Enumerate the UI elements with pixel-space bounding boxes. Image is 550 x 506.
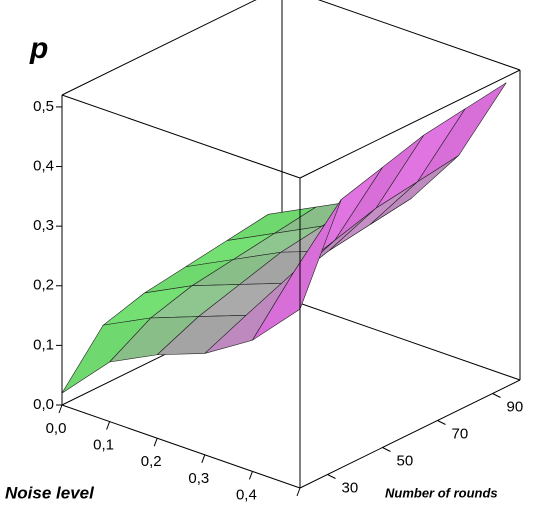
x-tick-label: 0,3: [188, 470, 209, 487]
x-tick: [296, 487, 301, 497]
z-tick-label: 0,5: [33, 98, 54, 115]
box-edge: [61, 404, 301, 489]
x-tick: [153, 438, 158, 447]
x-tick-label: 0,2: [141, 453, 162, 470]
y-tick-label: 30: [342, 479, 359, 496]
y-tick: [437, 420, 446, 425]
box-edge: [281, 296, 521, 381]
box-edge: [299, 69, 521, 179]
x-tick-label: 0,4: [236, 486, 257, 503]
x-tick: [58, 404, 63, 414]
z-tick-label: 0,3: [33, 217, 54, 234]
x-tick-label: 0,1: [93, 437, 114, 454]
surface-cell: [252, 199, 342, 341]
z-tick-label: 0,1: [33, 336, 54, 353]
y-tick-label: 90: [507, 398, 524, 415]
box-edge: [61, 94, 301, 179]
z-tick-label: 0,4: [33, 158, 54, 175]
box-edge: [61, 0, 257, 96]
y-axis-title: Number of rounds: [385, 485, 498, 500]
y-tick: [492, 393, 501, 398]
box-edge: [317, 0, 521, 71]
x-tick-label: 0,5: [284, 503, 305, 506]
x-tick-label: 0,0: [46, 420, 67, 437]
x-tick: [248, 471, 253, 480]
x-tick: [201, 454, 206, 463]
x-axis-title: Noise level: [5, 483, 95, 502]
y-tick-label: 50: [397, 452, 414, 469]
y-tick-label: 70: [452, 425, 469, 442]
y-tick: [382, 447, 391, 452]
z-tick-label: 0,2: [33, 277, 54, 294]
z-tick-label: 0,0: [33, 396, 54, 413]
y-tick: [327, 474, 336, 479]
x-tick: [106, 421, 111, 430]
z-axis-title: p: [29, 32, 48, 65]
box-edge: [299, 379, 521, 489]
